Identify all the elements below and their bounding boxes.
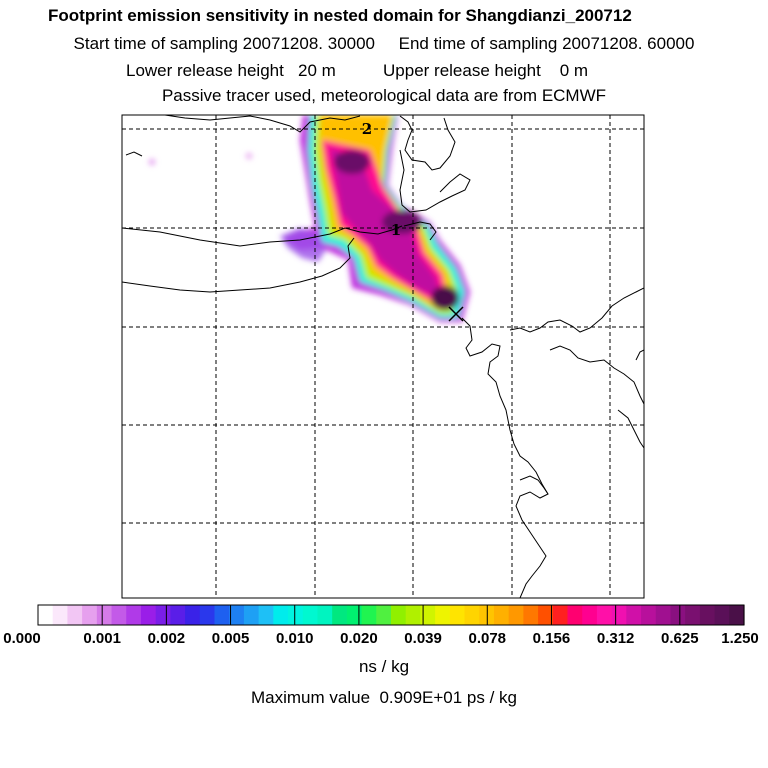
colorbar-swatch: [538, 605, 554, 625]
receptor-x-icon: [448, 306, 464, 322]
colorbar-swatch: [685, 605, 701, 625]
colorbar-swatch: [111, 605, 127, 625]
colorbar-swatch: [641, 605, 657, 625]
colorbar-swatch: [435, 605, 451, 625]
plot-title: Footprint emission sensitivity in nested…: [48, 6, 632, 25]
colorbar-tick-label: 0.000: [3, 630, 41, 647]
tracer-info-line: Passive tracer used, meteorological data…: [161, 86, 607, 105]
colorbar-tick-label: 0.312: [596, 630, 635, 647]
colorbar-swatch: [611, 605, 627, 625]
colorbar-swatch: [229, 605, 245, 625]
colorbar-swatch: [288, 605, 304, 625]
colorbar-swatch: [582, 605, 598, 625]
colorbar-tick-label: 0.001: [83, 630, 121, 647]
colorbar-swatch: [155, 605, 171, 625]
sampling-time-line: Start time of sampling 20071208. 30000 E…: [73, 34, 695, 53]
colorbar-swatch: [361, 605, 377, 625]
colorbar-tick-label: 0.156: [532, 630, 571, 647]
colorbar-swatch: [376, 605, 392, 625]
colorbar-swatch: [273, 605, 289, 625]
footprint-plume: [149, 115, 470, 322]
day-marker-2: 2: [362, 120, 372, 138]
colorbar-tick-label: 0.078: [468, 630, 507, 647]
colorbar-swatch: [258, 605, 274, 625]
colorbar-swatch: [464, 605, 480, 625]
colorbar-swatch: [567, 605, 583, 625]
map-frame: [121, 114, 645, 599]
colorbar-swatch: [346, 605, 363, 625]
colorbar-swatch: [552, 605, 569, 625]
colorbar-swatch: [243, 605, 260, 625]
colorbar-labels: 0.000 0.001 0.002 0.005 0.010 0.020 0.039 0.078…: [0, 630, 768, 650]
map-area: 2 1: [122, 115, 644, 598]
colorbar-swatch: [655, 605, 672, 625]
colorbar-swatch: [332, 605, 348, 625]
colorbar-swatch: [596, 605, 613, 625]
colorbar-swatch: [67, 605, 83, 625]
day-marker-1: 1: [391, 221, 401, 239]
colorbar-swatch: [729, 605, 745, 625]
colorbar-swatch: [170, 605, 186, 625]
colorbar-tick-label: 1.250: [721, 630, 759, 647]
colorbar-swatch: [52, 605, 69, 625]
colorbar-swatch: [493, 605, 510, 625]
colorbar: [37, 604, 745, 626]
colorbar-swatch: [420, 605, 436, 625]
colorbar-swatch: [523, 605, 539, 625]
graticule: [122, 115, 644, 598]
colorbar-swatch: [302, 605, 319, 625]
colorbar-swatch: [714, 605, 730, 625]
colorbar-swatch: [38, 605, 54, 625]
colorbar-swatch: [391, 605, 407, 625]
colorbar-tick-label: 0.020: [340, 630, 378, 647]
colorbar-frame: [37, 604, 745, 626]
colorbar-tick-label: 0.005: [211, 630, 250, 647]
colorbar-swatch: [405, 605, 422, 625]
colorbar-swatch: [82, 605, 98, 625]
colorbar-swatch: [670, 605, 686, 625]
release-height-line: Lower release height 20 m Upper release …: [126, 61, 589, 80]
colorbar-swatch: [185, 605, 201, 625]
colorbar-swatch: [508, 605, 524, 625]
colorbar-tick-label: 0.039: [404, 630, 442, 647]
colorbar-tick-label: 0.625: [661, 630, 699, 647]
colorbar-tick-label: 0.002: [147, 630, 186, 647]
colorbar-swatch: [126, 605, 142, 625]
colorbar-swatch: [699, 605, 716, 625]
colorbar-units: ns / kg: [358, 657, 410, 676]
colorbar-swatch: [317, 605, 333, 625]
colorbar-tick-label: 0.010: [275, 630, 314, 647]
colorbar-swatch: [626, 605, 642, 625]
colorbar-swatch: [96, 605, 113, 625]
colorbar-swatch: [199, 605, 216, 625]
colorbar-swatch: [140, 605, 157, 625]
colorbar-swatch: [214, 605, 230, 625]
colorbar-swatch: [449, 605, 466, 625]
maximum-value-label: Maximum value 0.909E+01 ps / kg: [251, 688, 517, 707]
